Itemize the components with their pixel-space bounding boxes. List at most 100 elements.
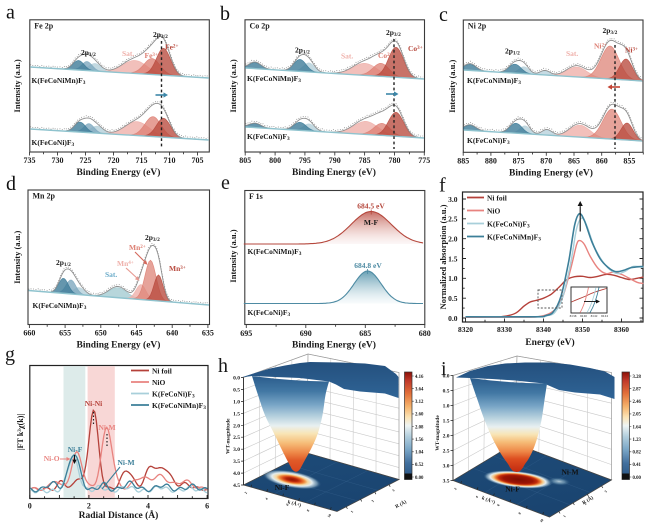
- svg-text:6: 6: [285, 503, 289, 507]
- svg-text:684.8 eV: 684.8 eV: [354, 261, 382, 270]
- svg-text:Ni3+: Ni3+: [625, 46, 638, 55]
- svg-text:875: 875: [513, 156, 525, 165]
- svg-text:655: 655: [59, 329, 71, 338]
- svg-text:k (Å-1): k (Å-1): [287, 499, 302, 509]
- svg-text:i: i: [441, 358, 447, 380]
- svg-text:Mn3+: Mn3+: [169, 264, 186, 273]
- svg-text:h: h: [218, 355, 228, 377]
- svg-text:0.5: 0.5: [448, 294, 458, 303]
- svg-text:1.56: 1.56: [415, 438, 424, 443]
- svg-text:Binding Energy (eV): Binding Energy (eV): [77, 340, 161, 351]
- svg-text:685: 685: [359, 329, 371, 338]
- svg-text:2.87: 2.87: [633, 387, 642, 392]
- svg-text:2.60: 2.60: [415, 413, 424, 418]
- svg-text:2.08: 2.08: [415, 425, 424, 430]
- svg-text:Radial Distance (Å): Radial Distance (Å): [79, 509, 159, 521]
- svg-text:K(FeCoNi)F3: K(FeCoNi)F3: [152, 389, 195, 399]
- svg-text:K(FeCoNi)F3: K(FeCoNi)F3: [247, 132, 290, 142]
- svg-text:8340: 8340: [536, 325, 551, 334]
- svg-text:8138: 8138: [570, 314, 577, 318]
- svg-text:0.00: 0.00: [415, 476, 424, 481]
- svg-text:Mn 2p: Mn 2p: [33, 192, 56, 201]
- svg-text:1.5: 1.5: [443, 419, 450, 425]
- svg-text:Ni foil: Ni foil: [152, 366, 172, 375]
- svg-text:Ni 2p: Ni 2p: [468, 22, 487, 31]
- svg-text:0.0: 0.0: [448, 314, 458, 323]
- svg-text:Intensity (a.u.): Intensity (a.u.): [12, 230, 22, 283]
- svg-text:3.5: 3.5: [233, 459, 240, 465]
- svg-text:Binding Energy (eV): Binding Energy (eV): [77, 167, 161, 178]
- svg-text:Intensity (a.u.): Intensity (a.u.): [228, 59, 238, 112]
- svg-text:Energy (eV): Energy (eV): [525, 337, 574, 348]
- svg-text:735: 735: [24, 156, 36, 165]
- svg-text:K(FeCoNiMn)F3: K(FeCoNiMn)F3: [32, 76, 86, 86]
- svg-text:2.05: 2.05: [633, 413, 642, 418]
- svg-text:650: 650: [95, 329, 107, 338]
- svg-text:2: 2: [453, 487, 457, 491]
- svg-text:K(FeCoNiMn)F3: K(FeCoNiMn)F3: [467, 76, 521, 86]
- svg-text:2: 2: [371, 499, 375, 503]
- svg-text:2p1/2: 2p1/2: [505, 47, 520, 57]
- svg-text:R (Å): R (Å): [394, 499, 408, 510]
- svg-text:3.0: 3.0: [448, 195, 458, 204]
- svg-text:Fe3+: Fe3+: [145, 51, 158, 60]
- svg-text:0.5: 0.5: [443, 389, 450, 395]
- svg-text:1.0: 1.0: [233, 399, 240, 405]
- svg-text:4.5: 4.5: [233, 483, 240, 489]
- svg-text:Sat.: Sat.: [341, 52, 353, 61]
- svg-text:Ni-M: Ni-M: [98, 423, 115, 432]
- svg-text:2.5: 2.5: [443, 449, 450, 455]
- svg-text:870: 870: [540, 156, 552, 165]
- svg-text:Fe2+: Fe2+: [165, 43, 178, 52]
- svg-text:WT-magnitude: WT-magnitude: [226, 418, 232, 454]
- svg-text:Binding Energy (eV): Binding Energy (eV): [509, 167, 593, 178]
- svg-text:10: 10: [327, 513, 332, 518]
- svg-text:Co 2p: Co 2p: [250, 21, 271, 30]
- svg-text:c: c: [439, 4, 448, 26]
- svg-text:Intensity (a.u.): Intensity (a.u.): [12, 59, 22, 112]
- svg-text:3.64: 3.64: [415, 387, 424, 392]
- svg-text:8360: 8360: [614, 325, 629, 334]
- svg-text:Intensity (a.u.): Intensity (a.u.): [228, 229, 238, 282]
- svg-text:855: 855: [623, 156, 635, 165]
- svg-text:2p1/2: 2p1/2: [295, 46, 310, 56]
- svg-text:6: 6: [496, 503, 500, 507]
- svg-text:3.0: 3.0: [233, 447, 240, 453]
- svg-text:2.46: 2.46: [633, 400, 642, 405]
- svg-text:730: 730: [52, 156, 64, 165]
- svg-text:2.0: 2.0: [448, 235, 458, 244]
- svg-text:Ni-F: Ni-F: [68, 445, 83, 454]
- svg-text:0.0: 0.0: [233, 376, 240, 382]
- svg-text:Co2+: Co2+: [378, 51, 393, 60]
- svg-text:660: 660: [23, 329, 35, 338]
- svg-text:790: 790: [329, 156, 341, 165]
- svg-text:2.5: 2.5: [233, 435, 240, 441]
- svg-text:NiO: NiO: [152, 378, 166, 387]
- svg-text:K(FeCoNi)F3: K(FeCoNi)F3: [487, 219, 530, 229]
- svg-text:8: 8: [306, 509, 310, 513]
- svg-text:710: 710: [164, 156, 176, 165]
- svg-text:2: 2: [244, 491, 248, 495]
- svg-text:8140: 8140: [580, 314, 587, 318]
- svg-text:705: 705: [192, 156, 204, 165]
- svg-text:880: 880: [485, 156, 497, 165]
- svg-text:2.0: 2.0: [233, 423, 240, 429]
- svg-text:f: f: [439, 175, 446, 197]
- svg-text:4: 4: [475, 495, 479, 499]
- svg-text:Sat.: Sat.: [105, 270, 117, 279]
- svg-text:Ni-Ni: Ni-Ni: [85, 399, 103, 408]
- svg-text:k (Å-1): k (Å-1): [481, 495, 496, 506]
- svg-text:K(FeCoNi)F3: K(FeCoNi)F3: [32, 138, 75, 148]
- svg-text:Ni2+: Ni2+: [594, 42, 607, 51]
- svg-text:R (Å): R (Å): [581, 495, 594, 506]
- svg-text:K(FeCoNi)F3: K(FeCoNi)F3: [467, 136, 510, 146]
- svg-text:635: 635: [202, 329, 214, 338]
- svg-text:805: 805: [239, 156, 251, 165]
- svg-text:0.5: 0.5: [233, 387, 240, 393]
- svg-text:1: 1: [562, 514, 566, 518]
- svg-text:2p1/2: 2p1/2: [56, 258, 71, 268]
- svg-text:860: 860: [596, 156, 608, 165]
- svg-text:3.28: 3.28: [633, 375, 642, 380]
- svg-text:2.5: 2.5: [448, 215, 458, 224]
- svg-text:1.0: 1.0: [443, 404, 450, 410]
